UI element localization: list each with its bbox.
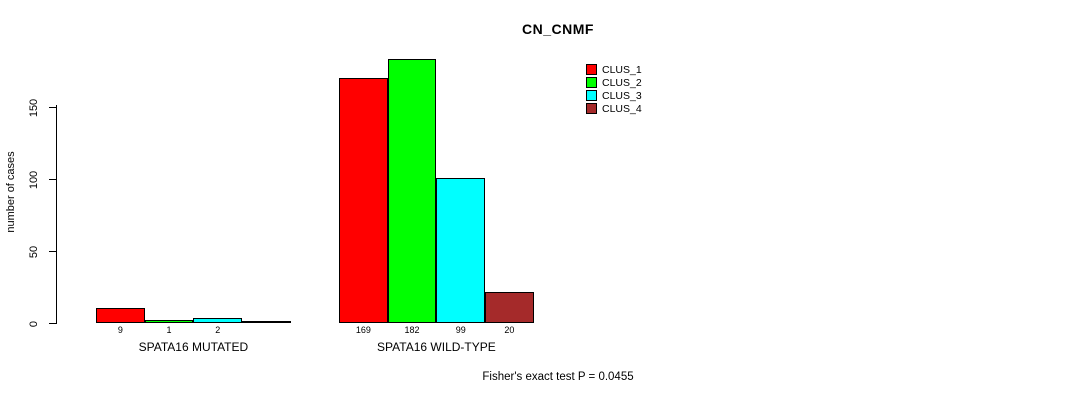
- x-axis-group-label: SPATA16 WILD-TYPE: [377, 340, 496, 354]
- legend-item-clus_1: CLUS_1: [586, 63, 642, 76]
- legend-swatch-icon: [586, 103, 597, 114]
- bar-clus_2-group2: [387, 58, 437, 323]
- bar-value-label: 182: [404, 325, 420, 335]
- legend-label: CLUS_4: [602, 102, 642, 115]
- y-axis-tick: [49, 179, 56, 181]
- y-axis-line: [56, 105, 58, 324]
- x-axis-group-label: SPATA16 MUTATED: [138, 340, 249, 354]
- bar-clus_4-group1: [242, 321, 291, 323]
- y-axis-tick: [49, 251, 56, 253]
- bar-value-label: 20: [504, 325, 515, 335]
- y-axis-tick-label: 100: [28, 170, 40, 189]
- legend-item-clus_2: CLUS_2: [586, 76, 642, 89]
- bar-clus_1-group1: [96, 308, 145, 323]
- bar-value-label: 2: [215, 325, 221, 335]
- legend-label: CLUS_1: [602, 63, 642, 76]
- bar-clus_3-group2: [436, 178, 486, 323]
- bar-value-label: 1: [166, 325, 172, 335]
- legend-item-clus_4: CLUS_4: [586, 102, 642, 115]
- y-axis-tick-label: 150: [28, 98, 40, 117]
- bar-clus_4-group2: [485, 292, 534, 323]
- bar-clus_3-group1: [193, 318, 243, 323]
- legend-label: CLUS_3: [602, 89, 642, 102]
- legend-item-clus_3: CLUS_3: [586, 89, 642, 102]
- bar-value-label: 99: [455, 325, 466, 335]
- chart-title: CN_CNMF: [522, 21, 594, 37]
- y-axis-tick-label: 0: [28, 320, 40, 327]
- bar-value-label: 169: [355, 325, 371, 335]
- y-axis-tick: [49, 323, 56, 325]
- legend: CLUS_1 CLUS_2 CLUS_3 CLUS_4: [586, 63, 642, 115]
- y-axis-tick-label: 50: [28, 245, 40, 258]
- y-axis-title: number of cases: [5, 151, 17, 233]
- legend-label: CLUS_2: [602, 76, 642, 89]
- bar-clus_2-group1: [144, 319, 194, 323]
- bar-value-label: 9: [117, 325, 123, 335]
- legend-swatch-icon: [586, 77, 597, 88]
- y-axis-tick: [49, 107, 56, 109]
- legend-swatch-icon: [586, 90, 597, 101]
- bar-clus_1-group2: [339, 77, 388, 323]
- annotation-fisher-test: Fisher's exact test P = 0.0455: [482, 371, 634, 383]
- legend-swatch-icon: [586, 64, 597, 75]
